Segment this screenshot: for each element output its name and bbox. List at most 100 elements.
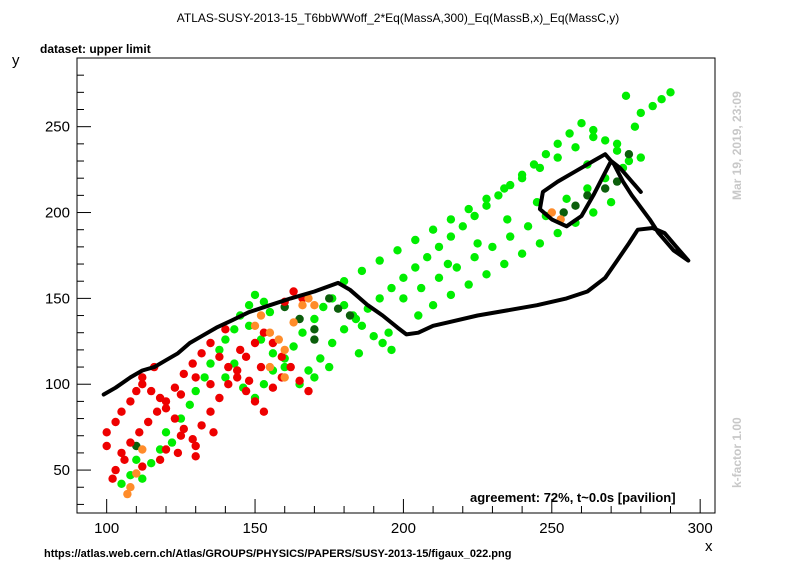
data-point-bright_green-128 [621, 91, 631, 101]
data-point-dark_green-10 [583, 191, 592, 200]
data-point-bright_green-38 [387, 345, 396, 355]
data-point-bright_green-51 [434, 242, 444, 252]
data-point-red-36 [215, 352, 224, 361]
data-point-bright_green-20 [265, 307, 275, 317]
timestamp-label: Mar 19, 2019, 23:09 [730, 91, 744, 200]
x-axis-label: x [705, 538, 713, 555]
x-axis-ticks: 100 150 200 250 300 [76, 499, 713, 537]
data-point-bright_green-49 [411, 263, 420, 272]
y-tick-label: 50 [53, 462, 70, 479]
chart-subtitle: dataset: upper limit [40, 42, 151, 56]
data-point-bright_green-75 [393, 246, 402, 255]
y-tick-label: 250 [45, 119, 70, 136]
data-point-red-22 [286, 362, 295, 372]
data-point-orange-7 [274, 335, 283, 344]
data-point-orange-0 [123, 489, 132, 499]
data-point-red-42 [268, 383, 278, 392]
data-point-dark_green-9 [571, 201, 580, 210]
data-point-bright_green-17 [244, 301, 254, 310]
data-point-bright_green-21 [221, 373, 230, 382]
data-point-bright_green-85 [571, 143, 580, 152]
data-point-red-64 [191, 373, 200, 382]
data-point-red-4 [132, 386, 141, 396]
data-point-bright_green-40 [304, 366, 313, 375]
data-point-bright_green-86 [589, 132, 598, 142]
data-point-red-47 [176, 431, 186, 440]
data-point-bright_green-118 [325, 362, 334, 372]
data-point-bright_green-64 [589, 125, 598, 135]
data-point-dark_green-11 [601, 184, 610, 193]
data-point-bright_green-4 [147, 459, 156, 468]
data-point-bright_green-43 [339, 325, 349, 334]
data-point-bright_green-94 [523, 222, 533, 231]
data-point-bright_green-89 [434, 273, 444, 282]
data-point-bright_green-103 [446, 290, 456, 300]
data-point-bright_green-70 [657, 95, 666, 104]
data-point-dark_green-3 [310, 335, 319, 344]
data-point-orange-5 [256, 311, 266, 320]
data-point-bright_green-76 [411, 235, 420, 245]
data-point-bright_green-105 [482, 270, 491, 279]
y-tick-label: 150 [45, 290, 70, 307]
data-point-bright_green-101 [414, 311, 423, 320]
data-point-bright_green-5 [155, 445, 165, 454]
x-tick-label: 200 [391, 520, 416, 537]
data-point-red-46 [161, 445, 171, 454]
data-point-orange-10 [298, 301, 307, 310]
data-point-orange-11 [304, 294, 313, 303]
data-point-bright_green-42 [328, 338, 337, 348]
data-point-red-9 [170, 414, 180, 423]
data-point-bright_green-30 [310, 314, 319, 324]
data-point-bright_green-93 [506, 232, 515, 241]
data-point-red-0 [102, 428, 111, 437]
data-point-red-37 [224, 362, 233, 372]
data-point-red-17 [241, 352, 251, 361]
data-point-red-40 [250, 397, 260, 406]
data-point-bright_green-56 [494, 191, 503, 200]
data-point-red-51 [108, 474, 117, 483]
data-point-red-8 [161, 404, 171, 413]
data-point-bright_green-54 [470, 211, 479, 221]
data-point-red-54 [173, 448, 183, 458]
x-tick-label: 100 [94, 520, 119, 537]
data-point-orange-13 [265, 362, 275, 372]
x-tick-label: 300 [688, 520, 713, 537]
data-point-bright_green-65 [601, 136, 610, 145]
data-point-orange-8 [280, 345, 289, 355]
data-point-bright_green-36 [369, 332, 378, 341]
data-point-dark_green-12 [612, 177, 622, 186]
data-point-bright_green-120 [384, 328, 393, 337]
data-point-bright_green-117 [310, 373, 319, 382]
data-point-red-31 [170, 383, 180, 392]
data-point-bright_green-71 [666, 88, 675, 97]
y-tick-label: 200 [45, 205, 70, 222]
data-point-orange-1 [126, 483, 135, 492]
data-point-red-21 [277, 352, 286, 361]
data-point-bright_green-52 [446, 232, 456, 241]
data-point-bright_green-123 [503, 215, 512, 224]
data-point-red-1 [111, 417, 120, 427]
data-point-red-45 [221, 325, 230, 334]
y-tick-label: 100 [45, 376, 70, 393]
data-point-bright_green-46 [375, 294, 384, 303]
data-point-red-27 [135, 428, 144, 437]
data-point-red-38 [233, 373, 242, 382]
x-tick-label: 150 [243, 520, 268, 537]
data-point-red-10 [179, 424, 188, 434]
data-point-bright_green-104 [464, 280, 473, 289]
data-point-bright_green-88 [417, 283, 426, 293]
data-point-bright_green-127 [630, 122, 640, 131]
data-point-red-39 [241, 386, 251, 396]
data-point-orange-6 [265, 328, 275, 337]
data-point-red-56 [209, 428, 218, 437]
data-point-bright_green-90 [452, 263, 461, 272]
data-point-bright_green-15 [230, 325, 239, 334]
data-point-bright_green-82 [517, 174, 527, 183]
data-point-bright_green-53 [458, 222, 467, 231]
data-point-red-5 [138, 380, 147, 389]
data-point-bright_green-77 [428, 225, 438, 234]
data-point-red-29 [152, 407, 162, 416]
data-point-bright_green-96 [562, 194, 571, 203]
data-point-red-63 [206, 380, 215, 389]
